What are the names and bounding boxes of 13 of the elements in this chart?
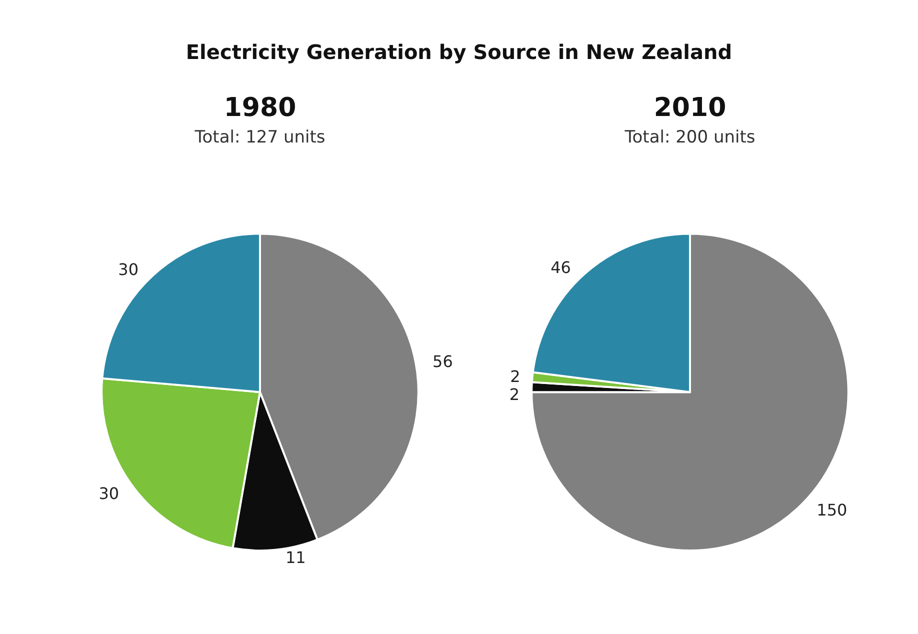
chart-subtitle: Total: 127 units	[194, 128, 326, 148]
data-label: 56	[432, 352, 453, 371]
data-label: 2	[510, 366, 520, 386]
chart-title: 2010	[654, 93, 726, 123]
text: Electricity Generation by Source in New Zealand	[184, 40, 734, 64]
data-label: 46	[550, 258, 571, 277]
data-label: 11	[285, 548, 306, 568]
chart-subtitle: Total: 200 units	[624, 128, 756, 148]
data-label: 2	[509, 384, 520, 404]
chart-title: 1980	[224, 93, 296, 123]
data-label: 30	[98, 484, 120, 504]
data-label: 30	[118, 260, 139, 279]
data-label: 150	[816, 500, 848, 520]
